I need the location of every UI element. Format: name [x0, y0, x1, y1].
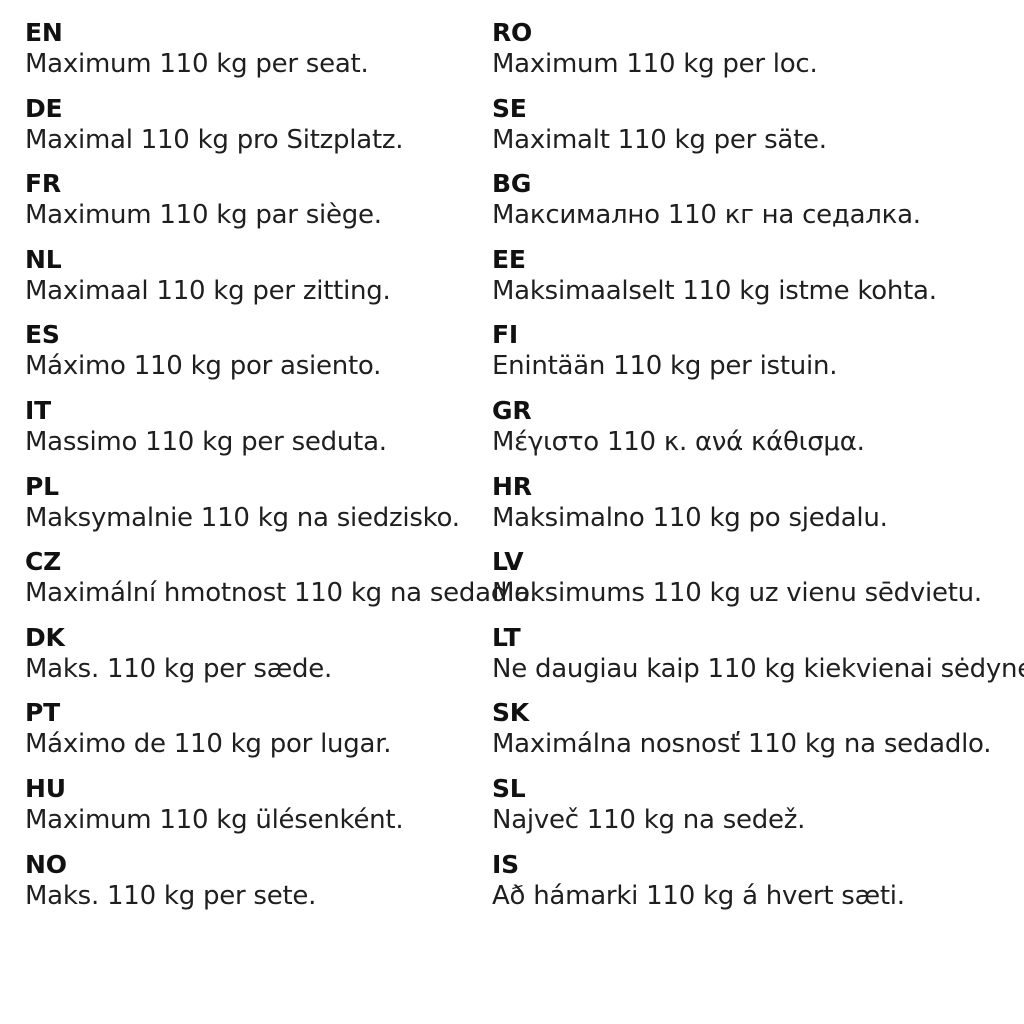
language-code-pl: PL	[25, 471, 59, 501]
language-block-pl: PL Maksymalnie 110 kg na siedzisko.	[25, 472, 492, 548]
language-block-de: DE Maximal 110 kg pro Sitzplatz.	[25, 94, 492, 170]
language-code-hu: HU	[25, 773, 66, 803]
language-block-dk: DK Maks. 110 kg per sæde.	[25, 623, 492, 699]
language-code-cz: CZ	[25, 547, 62, 577]
language-block-pt: PT Máximo de 110 kg por lugar.	[25, 698, 492, 774]
language-block-sk: SK Maximálna nosnosť 110 kg na sedadlo.	[492, 698, 1024, 774]
language-text-ro: Maximum 110 kg per loc.	[492, 49, 818, 79]
language-text-sk: Maximálna nosnosť 110 kg na sedadlo.	[492, 729, 992, 760]
language-text-de: Maximal 110 kg pro Sitzplatz.	[25, 124, 404, 155]
language-code-nl: NL	[25, 244, 62, 274]
language-block-nl: NL Maximaal 110 kg per zitting.	[25, 245, 492, 321]
language-code-de: DE	[25, 93, 63, 123]
language-column-left: EN Maximum 110 kg per seat. DE Maximal 1…	[0, 18, 538, 926]
language-code-is: IS	[492, 849, 519, 879]
language-block-fr: FR Maximum 110 kg par siège.	[25, 169, 492, 245]
language-block-it: IT Massimo 110 kg per seduta.	[25, 396, 492, 472]
language-block-bg: BG Максимално 110 кг на седалка.	[492, 169, 1024, 245]
language-code-pt: PT	[25, 698, 60, 728]
language-text-ee: Maksimaalselt 110 kg istme kohta.	[492, 275, 937, 306]
language-code-hr: HR	[492, 471, 532, 501]
language-text-se: Maximalt 110 kg per säte.	[492, 124, 827, 155]
language-code-es: ES	[25, 320, 60, 350]
language-text-en: Maximum 110 kg per seat.	[25, 49, 369, 79]
language-code-fr: FR	[25, 169, 61, 199]
language-text-pt: Máximo de 110 kg por lugar.	[25, 729, 392, 760]
language-code-dk: DK	[25, 622, 65, 652]
language-block-en: EN Maximum 110 kg per seat.	[25, 18, 492, 94]
language-code-lt: LT	[492, 622, 521, 652]
language-text-is: Að hámarki 110 kg á hvert sæti.	[492, 880, 905, 911]
language-code-ro: RO	[492, 18, 533, 47]
language-text-es: Máximo 110 kg por asiento.	[25, 351, 382, 382]
language-text-bg: Максимално 110 кг на седалка.	[492, 200, 921, 231]
language-block-lv: LV Maksimums 110 kg uz vienu sēdvietu.	[492, 547, 1024, 623]
language-column-right: RO Maximum 110 kg per loc. SE Maximalt 1…	[492, 18, 1024, 925]
language-text-fi: Enintään 110 kg per istuin.	[492, 351, 838, 382]
language-block-lt: LT Ne daugiau kaip 110 kg kiekvienai sėd…	[492, 623, 1024, 699]
language-block-sl: SL Največ 110 kg na sedež.	[492, 774, 1024, 850]
language-code-no: NO	[25, 849, 67, 879]
language-block-cz: CZ Maximální hmotnost 110 kg na sedadlo.	[25, 547, 538, 623]
language-block-es: ES Máximo 110 kg por asiento.	[25, 320, 492, 396]
language-block-hu: HU Maximum 110 kg ülésenként.	[25, 774, 492, 850]
language-code-it: IT	[25, 395, 51, 425]
language-text-hu: Maximum 110 kg ülésenként.	[25, 804, 404, 835]
language-block-fi: FI Enintään 110 kg per istuin.	[492, 320, 1024, 396]
language-block-ee: EE Maksimaalselt 110 kg istme kohta.	[492, 245, 1024, 321]
language-text-fr: Maximum 110 kg par siège.	[25, 200, 382, 231]
language-code-sl: SL	[492, 773, 526, 803]
language-text-cz: Maximální hmotnost 110 kg na sedadlo.	[25, 578, 538, 609]
language-text-gr: Μέγιστο 110 κ. ανά κάθισμα.	[492, 426, 865, 457]
language-code-lv: LV	[492, 547, 524, 577]
language-block-gr: GR Μέγιστο 110 κ. ανά κάθισμα.	[492, 396, 1024, 472]
language-block-se: SE Maximalt 110 kg per säte.	[492, 94, 1024, 170]
language-block-hr: HR Maksimalno 110 kg po sjedalu.	[492, 472, 1024, 548]
language-code-en: EN	[25, 18, 63, 47]
language-code-sk: SK	[492, 698, 529, 728]
language-code-ee: EE	[492, 244, 526, 274]
language-code-se: SE	[492, 93, 527, 123]
language-code-bg: BG	[492, 169, 532, 199]
language-text-nl: Maximaal 110 kg per zitting.	[25, 275, 391, 306]
language-text-no: Maks. 110 kg per sete.	[25, 880, 317, 911]
language-text-dk: Maks. 110 kg per sæde.	[25, 653, 333, 684]
language-block-is: IS Að hámarki 110 kg á hvert sæti.	[492, 850, 1024, 926]
language-text-lv: Maksimums 110 kg uz vienu sēdvietu.	[492, 578, 982, 609]
language-block-no: NO Maks. 110 kg per sete.	[25, 850, 492, 926]
language-block-ro: RO Maximum 110 kg per loc.	[492, 18, 1024, 94]
language-text-hr: Maksimalno 110 kg po sjedalu.	[492, 502, 888, 533]
language-text-pl: Maksymalnie 110 kg na siedzisko.	[25, 502, 460, 533]
language-text-it: Massimo 110 kg per seduta.	[25, 426, 387, 457]
language-code-fi: FI	[492, 320, 518, 350]
language-text-sl: Največ 110 kg na sedež.	[492, 804, 806, 835]
language-text-lt: Ne daugiau kaip 110 kg kiekvienai sėdyne…	[492, 653, 1024, 684]
language-code-gr: GR	[492, 395, 532, 425]
